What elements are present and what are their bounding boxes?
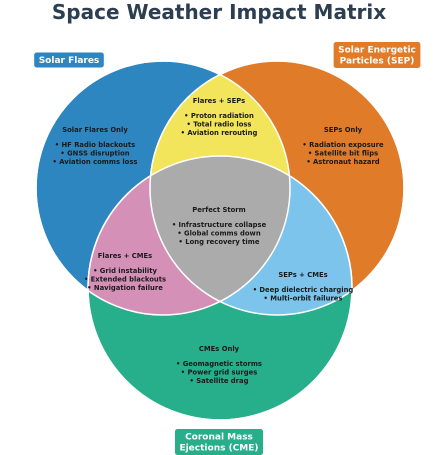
region-item: • Navigation failure <box>87 284 163 292</box>
region-center: Perfect Storm• Infrastructure collapse• … <box>172 206 267 246</box>
region-title: CMEs Only <box>199 345 240 353</box>
badge-label: Solar Energetic <box>338 46 416 56</box>
region-item: • Grid instability <box>93 267 157 275</box>
region-item: • Total radio loss <box>187 121 252 129</box>
region-item: • Multi-orbit failures <box>264 295 343 303</box>
region-item: • Proton radiation <box>184 112 254 120</box>
region-flares-only: Solar Flares Only • HF Radio blackouts• G… <box>53 126 138 166</box>
region-title: Solar Flares Only <box>62 126 128 134</box>
region-flares-sep: Flares + SEPs • Proton radiation• Total r… <box>181 97 258 137</box>
region-item: • Geomagnetic storms <box>176 360 262 368</box>
badge-label: Ejections (CME) <box>179 444 258 454</box>
region-item: • GNSS disruption <box>60 150 129 158</box>
region-item: • Extended blackouts <box>84 276 166 284</box>
region-item: • Astronaut hazard <box>306 158 379 166</box>
badge-background <box>173 428 265 455</box>
cme-outline <box>87 155 353 421</box>
region-item: • HF Radio blackouts <box>55 141 135 149</box>
region-item: • Aviation rerouting <box>181 129 258 137</box>
badge-background <box>33 51 105 69</box>
page-title: Space Weather Impact Matrix <box>52 0 386 24</box>
badge-solar-flares: Solar Flares <box>33 51 105 69</box>
badge-label: Coronal Mass <box>185 433 253 443</box>
region-title: Flares + CMEs <box>98 252 152 260</box>
sep-outline <box>149 60 405 316</box>
region-item: • Radiation exposure <box>302 141 384 149</box>
region-item: • Long recovery time <box>179 238 260 246</box>
region-title: SEPs Only <box>324 126 363 134</box>
region-title: SEPs + CMEs <box>278 271 327 279</box>
region-item: • Deep dielectric charging <box>253 286 354 294</box>
badge-label: Solar Flares <box>39 56 100 66</box>
badge-background <box>332 41 422 69</box>
region-item: • Global comms down <box>177 230 261 238</box>
region-sep-cme: SEPs + CMEs • Deep dielectric charging• M… <box>253 271 354 303</box>
region-title: Flares + SEPs <box>193 97 245 105</box>
region-title: Perfect Storm <box>192 206 245 214</box>
region-item: • Satellite drag <box>190 377 249 385</box>
region-item: • Power grid surges <box>181 369 258 377</box>
region-cme-only: CMEs Only • Geomagnetic storms• Power gri… <box>176 345 262 385</box>
badge-label: Particles (SEP) <box>340 57 415 67</box>
region-item: • Aviation comms loss <box>53 158 138 166</box>
region-sep-only: SEPs Only • Radiation exposure• Satellite… <box>302 126 384 166</box>
region-flares-cme: Flares + CMEs • Grid instability• Extende… <box>84 252 166 292</box>
solar-flares-outline <box>35 60 291 316</box>
region-item: • Infrastructure collapse <box>172 221 267 229</box>
region-item: • Satellite bit flips <box>308 150 378 158</box>
